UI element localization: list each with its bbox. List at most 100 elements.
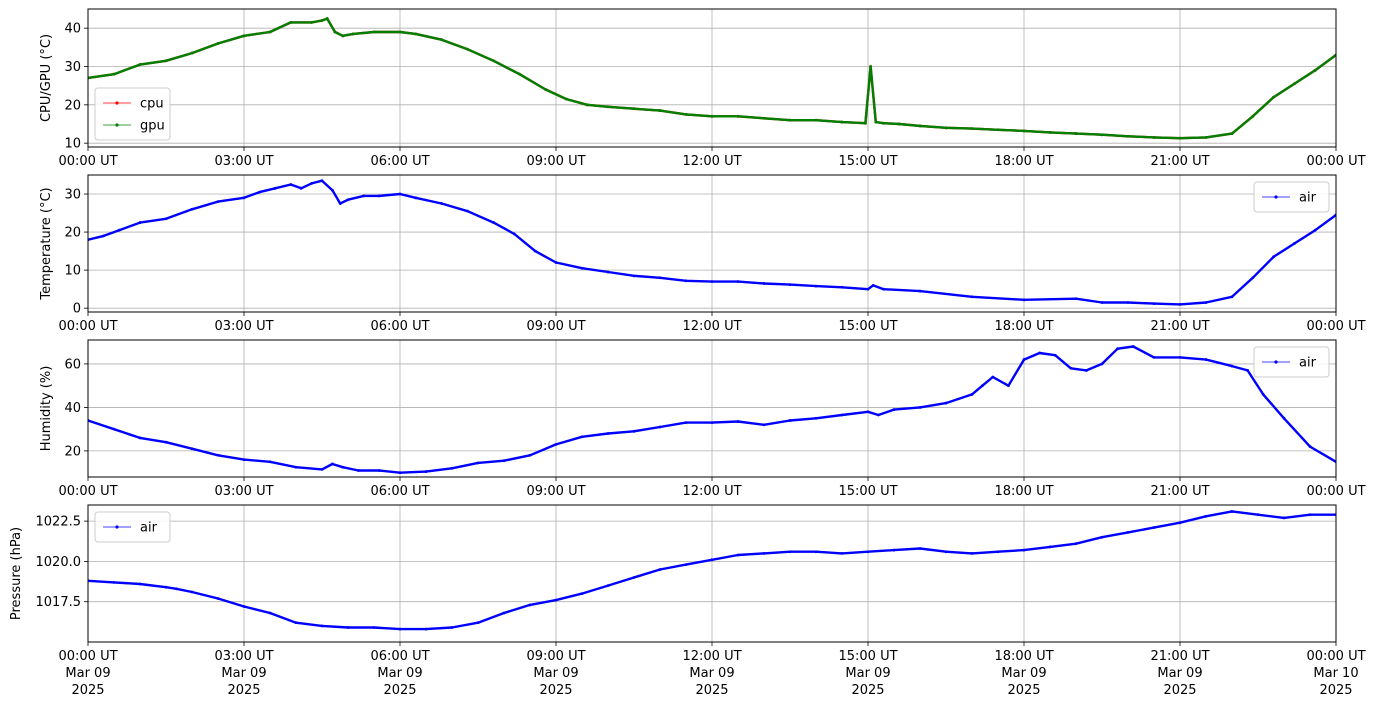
legend: air [1253, 181, 1330, 213]
data-point [242, 34, 246, 38]
data-point [580, 435, 584, 439]
data-point [502, 459, 506, 463]
data-point [918, 547, 922, 550]
series-line-air [88, 179, 1336, 306]
data-point [1272, 255, 1275, 259]
data-point [341, 34, 345, 38]
data-point [528, 603, 532, 607]
data-point [1230, 510, 1234, 513]
data-point [1100, 301, 1104, 304]
axes-frame [87, 174, 1337, 313]
data-point [138, 221, 142, 224]
y-tick-label: 40 [64, 401, 81, 416]
data-point [320, 19, 324, 22]
data-point [333, 30, 337, 34]
data-point [1126, 301, 1130, 304]
data-point [970, 127, 974, 130]
series-line-gpu [88, 17, 1336, 140]
data-point [1126, 531, 1130, 534]
data-point [970, 392, 974, 396]
y-axis-label: CPU/GPU (°C) [39, 34, 54, 122]
y-axis-label: Temperature (°C) [39, 187, 54, 300]
y-axis-label: Pressure (hPa) [9, 527, 24, 620]
data-point [544, 88, 547, 91]
legend-label: air [140, 521, 158, 536]
data-point [606, 584, 610, 587]
data-point [944, 126, 948, 130]
x-tick-label: 09:00 UT [526, 319, 585, 334]
data-point [320, 624, 324, 628]
data-point [414, 32, 417, 36]
data-point [164, 440, 168, 444]
data-point [882, 121, 885, 125]
data-point [216, 597, 220, 600]
data-point [970, 551, 974, 555]
data-point [710, 421, 714, 425]
data-point [866, 287, 870, 291]
data-point [299, 186, 303, 190]
y-tick-label: 1022.5 [36, 515, 82, 530]
data-point [877, 413, 880, 417]
data-point [762, 116, 766, 120]
data-point [814, 118, 818, 122]
data-point [1152, 526, 1156, 529]
legend-swatch-marker [1274, 360, 1278, 364]
legend-swatch-marker [115, 101, 119, 105]
data-point [289, 21, 293, 24]
legend-label: air [1299, 356, 1317, 371]
data-point [585, 103, 589, 107]
data-point [533, 249, 537, 253]
data-point [216, 42, 220, 45]
data-point [398, 471, 402, 475]
data-point [492, 221, 495, 224]
data-point [554, 442, 558, 446]
data-point [175, 587, 178, 591]
data-point [440, 202, 443, 205]
data-point [788, 419, 792, 422]
data-point [944, 550, 948, 554]
x-tick-label: 03:00 UT [214, 484, 273, 499]
data-point [1022, 548, 1026, 552]
data-point [788, 283, 792, 286]
data-point [190, 207, 194, 211]
legend: air [1253, 346, 1330, 378]
data-point [450, 626, 454, 629]
data-point [325, 17, 329, 20]
y-tick-label: 20 [64, 444, 81, 459]
y-tick-label: 1017.5 [36, 595, 82, 610]
data-point [710, 558, 714, 562]
data-point [970, 295, 974, 299]
data-point [492, 59, 495, 63]
data-point [1178, 521, 1182, 525]
panel-2: 00:00 UT 03:00 UT 06:00 UT 09:00 UT 12:00 UT… [39, 174, 1366, 334]
data-point [273, 186, 277, 190]
data-point [117, 228, 121, 232]
data-point [1100, 362, 1104, 366]
data-point [424, 470, 428, 473]
data-point [372, 626, 376, 629]
y-tick-label: 1020.0 [36, 555, 82, 570]
data-point [710, 280, 714, 283]
data-point [762, 282, 766, 285]
data-point [1293, 242, 1296, 245]
data-point [1313, 228, 1317, 232]
legend-swatch-marker [1274, 195, 1278, 199]
data-point [658, 276, 662, 280]
data-point [840, 413, 844, 417]
data-point [736, 553, 740, 557]
data-point [216, 453, 220, 457]
data-point [1178, 136, 1182, 140]
data-point [242, 458, 246, 462]
data-point [658, 568, 662, 571]
data-point [658, 425, 662, 429]
data-point [1131, 345, 1135, 348]
x-tick-label: 00:00 UT Mar 09 2025 [58, 649, 117, 698]
data-point [112, 427, 116, 431]
data-point [684, 113, 688, 116]
x-tick-label: 18:00 UT [994, 484, 1053, 499]
axes-frame [87, 504, 1337, 643]
data-point [268, 30, 272, 34]
data-point [1152, 136, 1156, 139]
x-tick-label: 12:00 UT Mar 09 2025 [682, 649, 741, 698]
